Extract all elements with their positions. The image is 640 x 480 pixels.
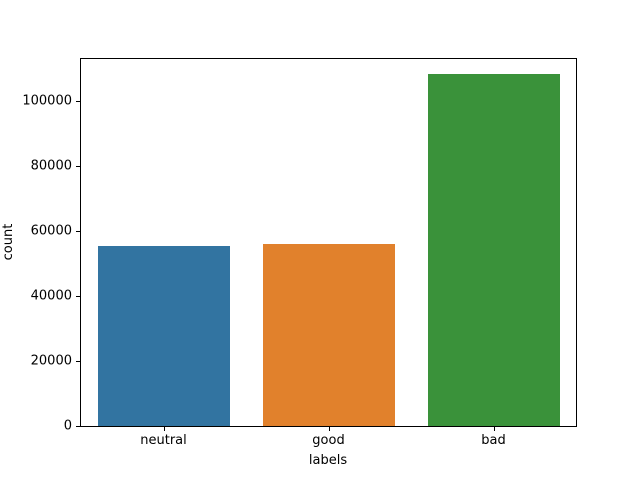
bar-bad bbox=[427, 74, 560, 426]
y-tick-label: 100000 bbox=[22, 93, 72, 109]
bar-neutral bbox=[97, 245, 230, 426]
x-tick-mark bbox=[328, 427, 330, 431]
y-tick-mark bbox=[76, 426, 80, 427]
y-tick-mark bbox=[76, 231, 80, 232]
y-tick-mark bbox=[76, 361, 80, 362]
y-tick-label: 20000 bbox=[30, 353, 72, 369]
y-tick-mark bbox=[76, 100, 80, 102]
bar-good bbox=[262, 244, 395, 426]
x-axis-label: labels bbox=[308, 453, 348, 468]
y-tick-label: 60000 bbox=[30, 223, 72, 239]
y-tick-label: 0 bbox=[63, 418, 72, 434]
y-tick-label: 80000 bbox=[30, 158, 72, 174]
x-tick-label-good: good bbox=[312, 433, 345, 448]
x-tick-mark bbox=[163, 427, 165, 431]
y-tick-mark bbox=[76, 165, 80, 167]
x-tick-mark bbox=[493, 427, 495, 431]
x-tick-label-neutral: neutral bbox=[140, 433, 187, 448]
x-tick-label-bad: bad bbox=[481, 433, 506, 448]
y-tick-label: 40000 bbox=[30, 288, 72, 304]
y-tick-mark bbox=[76, 296, 80, 297]
plot-area bbox=[80, 58, 577, 427]
